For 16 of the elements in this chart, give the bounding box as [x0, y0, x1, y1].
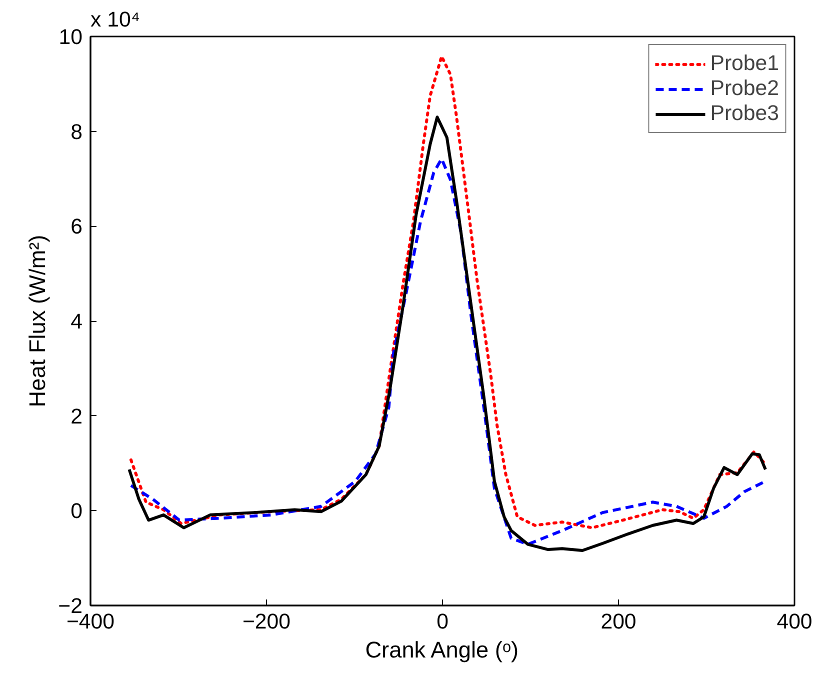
y-tick-label: 0: [70, 499, 83, 524]
y-tick-label: 8: [70, 120, 83, 144]
text: x 10⁴: [90, 8, 140, 32]
x-axis-title: Crank Angle (ᵒ): [365, 636, 519, 662]
y-tick-label: 4: [70, 310, 83, 334]
legend-label: Probe1: [710, 51, 779, 76]
legend-label: Probe2: [710, 76, 779, 101]
y-tick-label: 6: [70, 214, 83, 239]
y-axis-title: Heat Flux (W/m²): [24, 234, 50, 408]
y-tick-label: 10: [58, 25, 83, 49]
x-tick-label: −200: [242, 610, 291, 634]
x-tick-label: 0: [436, 610, 449, 634]
legend-label: Probe3: [710, 101, 779, 126]
y-tick-label: 2: [70, 404, 83, 428]
x-tick-label: 200: [600, 610, 636, 634]
x-tick-label: 400: [776, 610, 812, 634]
